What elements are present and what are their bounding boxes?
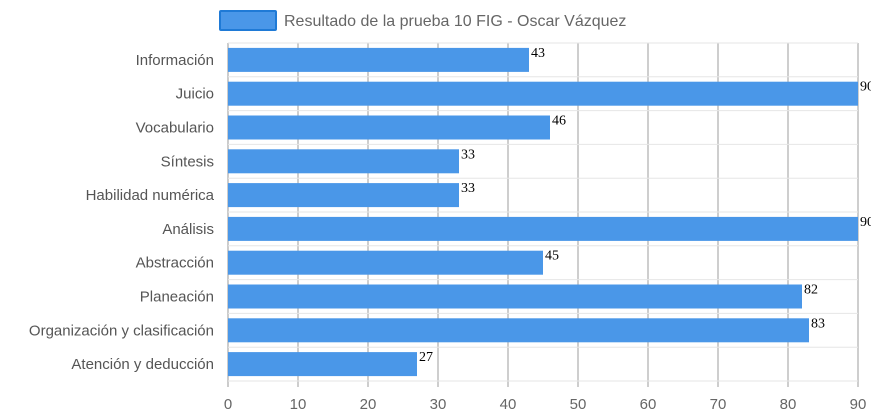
bar[interactable] bbox=[228, 318, 809, 343]
legend-swatch bbox=[219, 10, 277, 31]
bar[interactable] bbox=[228, 183, 459, 208]
x-tick-label: 80 bbox=[780, 396, 797, 413]
x-tick-label: 90 bbox=[850, 396, 867, 413]
data-label: 82 bbox=[804, 283, 818, 298]
data-label: 46 bbox=[552, 114, 566, 129]
y-category-label: Información bbox=[136, 52, 214, 69]
x-tick-label: 10 bbox=[290, 396, 307, 413]
data-label: 43 bbox=[531, 46, 545, 61]
data-label: 90 bbox=[860, 80, 871, 95]
y-category-label: Vocabulario bbox=[136, 120, 214, 137]
y-category-label: Organización y clasificación bbox=[29, 322, 214, 339]
x-tick-label: 70 bbox=[710, 396, 727, 413]
bar[interactable] bbox=[228, 115, 550, 140]
y-category-label: Abstracción bbox=[136, 255, 214, 272]
bar[interactable] bbox=[228, 352, 417, 377]
bar[interactable] bbox=[228, 81, 858, 106]
category-labels: Información Juicio Vocabulario Síntesis Habi… bbox=[29, 52, 215, 373]
x-tick-label: 40 bbox=[500, 396, 517, 413]
bar[interactable] bbox=[228, 250, 543, 275]
bar[interactable] bbox=[228, 284, 802, 309]
y-category-label: Análisis bbox=[162, 221, 214, 238]
data-label: 45 bbox=[545, 249, 559, 264]
y-category-label: Síntesis bbox=[161, 153, 214, 170]
x-tick-label: 60 bbox=[640, 396, 657, 413]
data-label: 83 bbox=[811, 316, 825, 331]
bar[interactable] bbox=[228, 47, 529, 72]
x-tick-label: 0 bbox=[224, 396, 232, 413]
value-labels: 43 90 46 33 33 90 45 82 83 27 bbox=[419, 46, 871, 365]
x-tick-label: 20 bbox=[360, 396, 377, 413]
bar[interactable] bbox=[228, 216, 858, 241]
legend[interactable]: Resultado de la prueba 10 FIG - Oscar Vá… bbox=[219, 10, 626, 31]
y-category-label: Juicio bbox=[176, 86, 214, 103]
y-category-label: Planeación bbox=[140, 289, 214, 306]
tick-labels: 0 10 20 30 40 50 60 70 80 90 bbox=[224, 396, 867, 413]
data-label: 33 bbox=[461, 181, 475, 196]
data-label: 90 bbox=[860, 215, 871, 230]
x-tick-label: 30 bbox=[430, 396, 447, 413]
data-label: 33 bbox=[461, 147, 475, 162]
bar[interactable] bbox=[228, 149, 459, 174]
legend-label: Resultado de la prueba 10 FIG - Oscar Vá… bbox=[284, 13, 626, 30]
y-category-label: Habilidad numérica bbox=[86, 187, 215, 204]
y-category-label: Atención y deducción bbox=[71, 356, 214, 373]
data-label: 27 bbox=[419, 350, 433, 365]
x-tick-label: 50 bbox=[570, 396, 587, 413]
bars bbox=[228, 47, 858, 377]
